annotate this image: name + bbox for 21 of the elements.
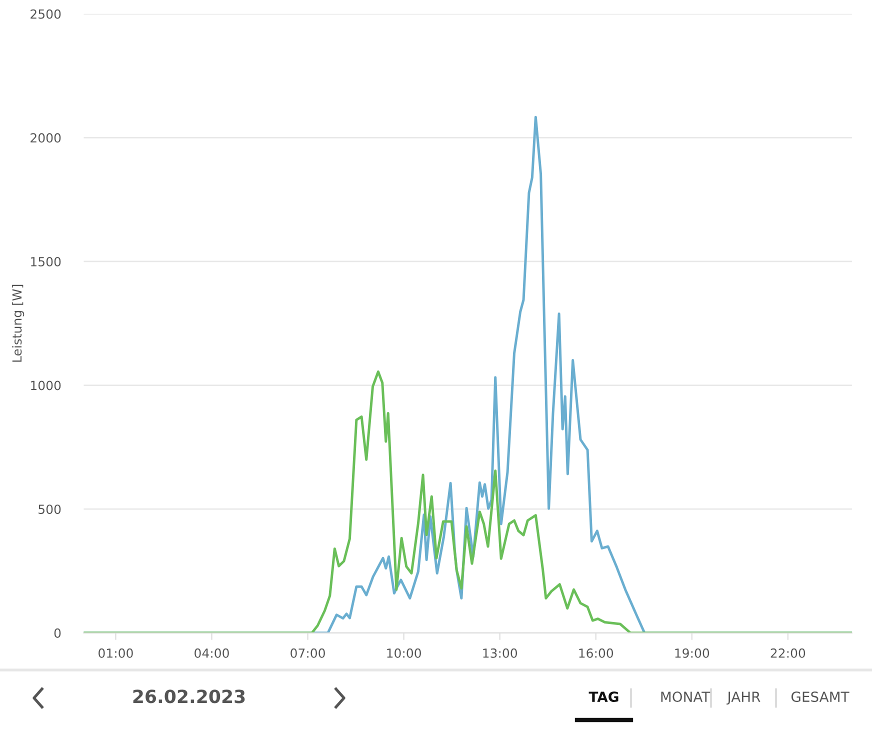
text: JAHR — [726, 692, 760, 705]
y-tick-label: 1500 — [31, 256, 61, 266]
x-tick-label: 22:00 — [770, 648, 806, 658]
y-tick-label: 0 — [54, 628, 61, 638]
text: 26.02.2023 — [133, 690, 245, 704]
y-axis-title: Leistung [W] — [12, 284, 24, 362]
x-tick-label: 10:00 — [387, 648, 421, 658]
x-tick-label: 16:00 — [579, 648, 614, 658]
x-tick-label: 13:00 — [483, 648, 518, 658]
x-tick-label: 01:00 — [98, 648, 133, 658]
y-tick-label: 500 — [38, 504, 61, 514]
x-tick-label: 07:00 — [290, 648, 325, 658]
y-tick-label: 2000 — [30, 133, 61, 143]
y-tick-label: 1000 — [31, 380, 61, 390]
line-series — [84, 370, 852, 633]
text: TAG — [588, 692, 618, 702]
y-tick-label: 2500 — [30, 9, 61, 19]
x-tick-label: 04:00 — [194, 648, 229, 658]
x-tick-label: 19:00 — [675, 648, 710, 658]
text: GESAMT — [791, 692, 850, 702]
text: MONAT — [661, 692, 710, 702]
